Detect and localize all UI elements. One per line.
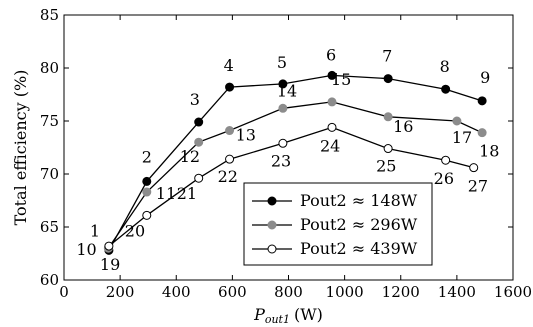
point-label-14: 14 bbox=[277, 81, 297, 100]
series-group bbox=[103, 70, 487, 255]
data-point-25 bbox=[383, 144, 393, 154]
data-point-7 bbox=[383, 74, 393, 84]
point-label-26: 26 bbox=[434, 169, 454, 188]
legend-entry-2: Pout2 ≈ 296W bbox=[252, 215, 418, 234]
x-tick-label: 200 bbox=[106, 283, 135, 301]
point-label-16: 16 bbox=[393, 117, 413, 136]
x-tick-label: 600 bbox=[218, 283, 247, 301]
point-label-18: 18 bbox=[479, 142, 499, 161]
legend-marker-3 bbox=[267, 244, 277, 254]
point-label-24: 24 bbox=[320, 136, 340, 155]
data-point-4 bbox=[225, 82, 235, 92]
point-label-10: 10 bbox=[76, 240, 96, 259]
legend-entry-3: Pout2 ≈ 439W bbox=[252, 239, 418, 258]
legend: Pout2 ≈ 148W Pout2 ≈ 296W Pout2 ≈ 439W bbox=[243, 182, 433, 266]
data-point-16 bbox=[383, 112, 393, 122]
point-label-17: 17 bbox=[452, 128, 472, 147]
data-point-20 bbox=[142, 210, 152, 220]
x-tick-label: 1000 bbox=[326, 283, 364, 301]
point-label-11: 11 bbox=[156, 184, 176, 203]
point-label-6: 6 bbox=[326, 45, 336, 64]
legend-entry-1: Pout2 ≈ 148W bbox=[252, 191, 418, 210]
point-label-7: 7 bbox=[382, 47, 392, 66]
point-label-20: 20 bbox=[125, 221, 145, 240]
y-tick-label: 60 bbox=[40, 271, 59, 289]
data-point-6 bbox=[327, 70, 337, 80]
point-label-9: 9 bbox=[480, 68, 490, 87]
point-label-5: 5 bbox=[277, 53, 287, 72]
point-label-1: 1 bbox=[90, 221, 100, 240]
data-point-26 bbox=[441, 155, 451, 165]
data-point-3 bbox=[194, 117, 204, 127]
point-label-19: 19 bbox=[100, 255, 120, 274]
point-label-23: 23 bbox=[271, 151, 291, 170]
y-tick-label: 80 bbox=[40, 59, 59, 77]
data-point-24 bbox=[327, 122, 337, 132]
x-axis-label-sub: out1 bbox=[265, 313, 290, 326]
y-axis-label: Total efficiency (%) bbox=[11, 70, 30, 226]
data-point-14 bbox=[278, 103, 288, 113]
x-tick-label: 1600 bbox=[494, 283, 532, 301]
point-label-12: 12 bbox=[180, 147, 200, 166]
data-point-22 bbox=[225, 154, 235, 164]
y-tick-label: 85 bbox=[40, 6, 59, 24]
legend-label-2: Pout2 ≈ 296W bbox=[300, 215, 418, 234]
point-label-4: 4 bbox=[224, 56, 234, 75]
point-label-3: 3 bbox=[190, 90, 200, 109]
data-point-2 bbox=[142, 176, 152, 186]
legend-label-3: Pout2 ≈ 439W bbox=[300, 239, 418, 258]
x-axis-label-unit: (W) bbox=[294, 305, 323, 324]
x-tick-label: 800 bbox=[274, 283, 303, 301]
y-tick-label: 70 bbox=[40, 165, 59, 183]
x-tick-label: 0 bbox=[59, 283, 69, 301]
point-label-13: 13 bbox=[236, 126, 256, 145]
data-point-11 bbox=[142, 187, 152, 197]
point-label-22: 22 bbox=[218, 167, 238, 186]
data-point-21 bbox=[194, 173, 204, 183]
point-label-25: 25 bbox=[376, 157, 396, 176]
x-tick-label: 1200 bbox=[382, 283, 420, 301]
data-point-13 bbox=[225, 126, 235, 136]
legend-marker-1 bbox=[267, 196, 277, 206]
x-axis-ticks: 0 200 400 600 800 1000 1200 1400 1600 bbox=[59, 15, 532, 301]
data-point-17 bbox=[452, 116, 462, 126]
point-label-15: 15 bbox=[331, 70, 351, 89]
data-point-27 bbox=[469, 163, 479, 173]
x-axis-label-main: P bbox=[253, 305, 265, 324]
data-point-19 bbox=[104, 241, 114, 251]
data-point-23 bbox=[278, 138, 288, 148]
data-point-5 bbox=[278, 79, 288, 89]
data-point-8 bbox=[441, 84, 451, 94]
x-axis-label: Pout1 (W) bbox=[253, 305, 323, 326]
x-tick-label: 1400 bbox=[438, 283, 476, 301]
legend-marker-2 bbox=[267, 220, 277, 230]
point-label-8: 8 bbox=[440, 57, 450, 76]
point-label-2: 2 bbox=[142, 147, 152, 166]
data-point-9 bbox=[477, 96, 487, 106]
y-tick-label: 65 bbox=[40, 218, 59, 236]
y-tick-label: 75 bbox=[40, 112, 59, 130]
point-label-27: 27 bbox=[468, 177, 488, 196]
x-tick-label: 400 bbox=[162, 283, 191, 301]
data-point-12 bbox=[194, 137, 204, 147]
data-point-18 bbox=[477, 128, 487, 138]
data-point-15 bbox=[327, 97, 337, 107]
point-label-21: 21 bbox=[177, 184, 197, 203]
legend-label-1: Pout2 ≈ 148W bbox=[300, 191, 418, 210]
